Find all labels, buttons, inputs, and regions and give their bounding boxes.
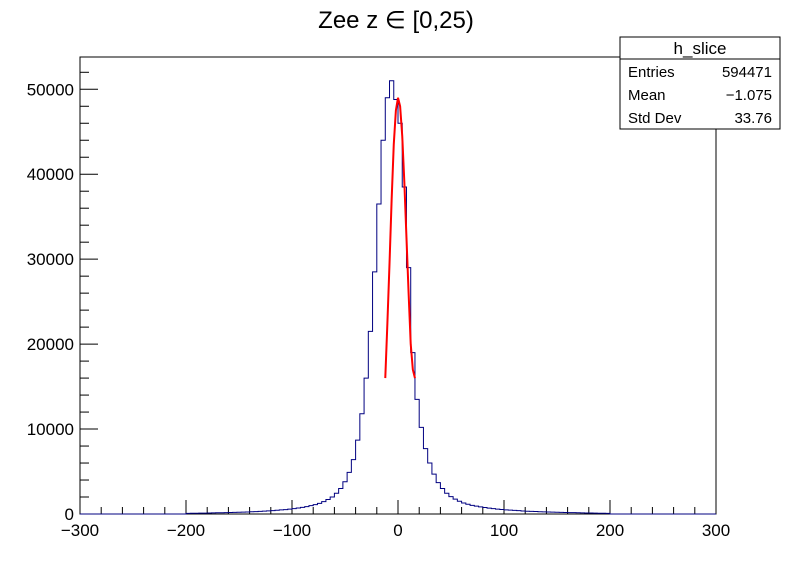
stats-box (619, 36, 781, 130)
histogram-series (80, 80, 716, 515)
y-tick-label: 40000 (27, 165, 74, 184)
y-tick-label: 50000 (27, 80, 74, 99)
stats-label: Entries (628, 64, 675, 81)
x-tick-label: 300 (702, 521, 730, 540)
stats-label: Std Dev (628, 110, 682, 127)
y-tick-label: 0 (65, 505, 74, 524)
stats-value: −1.075 (726, 87, 772, 104)
x-tick-label: −300 (61, 521, 99, 540)
y-tick-label: 10000 (27, 420, 74, 439)
x-tick-label: 0 (393, 521, 402, 540)
stats-value: 594471 (722, 64, 772, 81)
x-tick-label: 200 (596, 521, 624, 540)
stats-value: 33.76 (734, 110, 772, 127)
y-tick-label: 20000 (27, 335, 74, 354)
fit-curve (384, 97, 416, 379)
chart-title: Zee z ∈ [0,25) (318, 7, 474, 34)
y-tick-label: 30000 (27, 250, 74, 269)
x-tick-label: 100 (490, 521, 518, 540)
x-tick-label: −200 (167, 521, 205, 540)
x-tick-label: −100 (273, 521, 311, 540)
stats-title: h_slice (674, 39, 727, 58)
stats-label: Mean (628, 87, 666, 104)
